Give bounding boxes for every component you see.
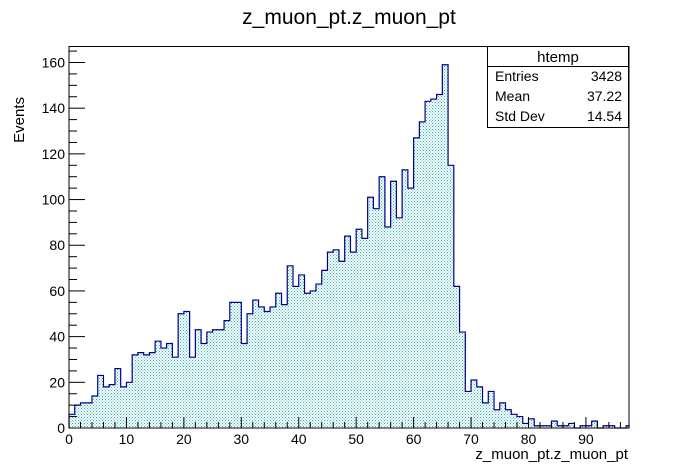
stats-entries-value: 3428: [591, 68, 622, 84]
x-tick-label: 0: [65, 431, 73, 447]
y-tick-label: 120: [42, 146, 66, 162]
x-tick-label: 60: [406, 431, 422, 447]
stats-box-frame: [487, 46, 629, 128]
x-tick-label: 10: [119, 431, 135, 447]
y-tick-label: 160: [42, 54, 66, 70]
histogram-fill: [69, 64, 629, 428]
histogram-outline: [68, 64, 630, 429]
x-tick-label: 40: [291, 431, 307, 447]
y-tick-label: 100: [42, 192, 66, 208]
plot-area: 0 10 20 30 40 50 60 70 80 90 0 20 40 60 80 100 120 140 160: [42, 46, 630, 447]
y-tick-label: 20: [49, 374, 65, 390]
y-tick-label: 0: [57, 420, 65, 436]
x-tick-label: 90: [578, 431, 594, 447]
stats-mean-label: Mean: [495, 88, 530, 104]
x-tick-label: 70: [463, 431, 479, 447]
y-tick-label: 140: [42, 100, 66, 116]
stats-stddev-label: Std Dev: [495, 108, 545, 124]
stats-box: htemp Entries 3428 Mean 37.22 Std Dev 14…: [487, 46, 629, 128]
y-tick-label: 60: [49, 283, 65, 299]
x-tick-label: 30: [234, 431, 250, 447]
y-axis-label: Events: [11, 97, 28, 143]
x-axis-label: z_muon_pt.z_muon_pt: [475, 446, 628, 463]
y-tick-label: 40: [49, 329, 65, 345]
stats-entries-label: Entries: [495, 68, 539, 84]
x-tick-label: 80: [521, 431, 537, 447]
y-tick-label: 80: [49, 237, 65, 253]
x-tick-label: 20: [176, 431, 192, 447]
stats-mean-value: 37.22: [587, 88, 622, 104]
chart-title: z_muon_pt.z_muon_pt: [242, 6, 456, 29]
stats-box-title: htemp: [537, 49, 579, 66]
plot-frame: [68, 46, 630, 429]
stats-stddev-value: 14.54: [587, 108, 622, 124]
x-tick-label: 50: [348, 431, 364, 447]
axis-ticks: 0 10 20 30 40 50 60 70 80 90 0 20 40 60 80 100 120 140 160: [42, 50, 621, 447]
